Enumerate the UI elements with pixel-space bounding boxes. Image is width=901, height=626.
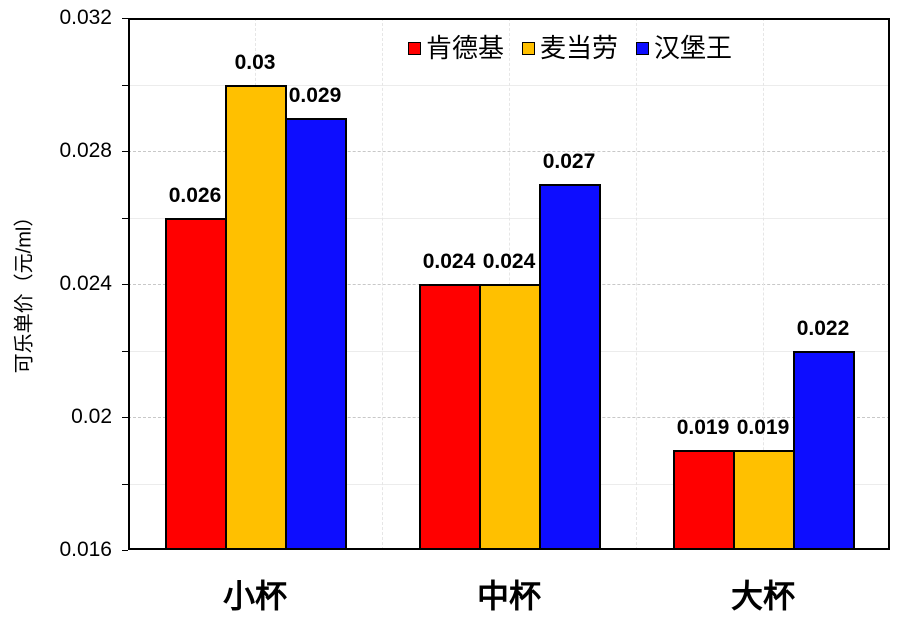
value-label: 0.029	[288, 83, 342, 107]
value-label: 0.019	[676, 416, 730, 440]
y-major-tick	[122, 284, 128, 285]
y-tick-label: 0.024	[59, 272, 112, 295]
value-label: 0.03	[234, 50, 276, 74]
value-label: 0.024	[482, 250, 536, 273]
bar-大杯-汉堡王	[793, 350, 855, 550]
vertical-gridline	[636, 18, 637, 550]
value-label: 0.027	[542, 150, 596, 174]
value-label: 0.026	[168, 183, 222, 207]
x-category-label: 小杯	[222, 578, 287, 614]
value-label: 0.022	[796, 316, 850, 340]
legend-swatch-burgerking	[636, 41, 650, 55]
value-label: 0.019	[736, 416, 790, 440]
y-major-tick	[122, 550, 128, 551]
y-tick-label: 0.02	[71, 405, 112, 428]
legend-label: 肯德基	[426, 33, 505, 63]
y-major-tick	[122, 417, 128, 418]
bar-小杯-麦当劳	[225, 84, 287, 550]
y-minor-tick	[122, 217, 128, 219]
legend-label: 麦当劳	[540, 33, 619, 63]
legend-swatch-mcdonalds	[522, 41, 536, 55]
legend: 肯德基 麦当劳 汉堡王	[408, 30, 750, 66]
vertical-gridline	[763, 18, 764, 550]
y-axis-label: 可乐单价（元/ml）	[13, 206, 36, 374]
bar-小杯-汉堡王	[285, 117, 347, 550]
bar-小杯-肯德基	[165, 217, 227, 550]
y-tick-label: 0.032	[59, 6, 112, 29]
y-minor-tick	[122, 350, 128, 352]
legend-item-mcdonalds: 麦当劳	[522, 32, 618, 64]
y-tick-label: 0.016	[59, 538, 112, 561]
y-minor-tick	[122, 84, 128, 86]
legend-swatch-kfc	[408, 41, 421, 55]
vertical-gridline	[382, 18, 383, 550]
y-major-tick	[122, 18, 128, 19]
y-major-tick	[122, 151, 128, 152]
legend-item-kfc: 肯德基	[408, 32, 504, 64]
x-category-label: 大杯	[730, 578, 795, 614]
legend-label: 汉堡王	[654, 33, 733, 63]
y-minor-tick	[122, 483, 128, 485]
bar-中杯-汉堡王	[539, 184, 601, 550]
x-category-label: 中杯	[476, 578, 541, 614]
legend-item-burgerking: 汉堡王	[636, 32, 732, 64]
y-tick-label: 0.028	[59, 139, 112, 162]
plot-area	[128, 18, 890, 550]
value-label: 0.024	[422, 250, 476, 273]
